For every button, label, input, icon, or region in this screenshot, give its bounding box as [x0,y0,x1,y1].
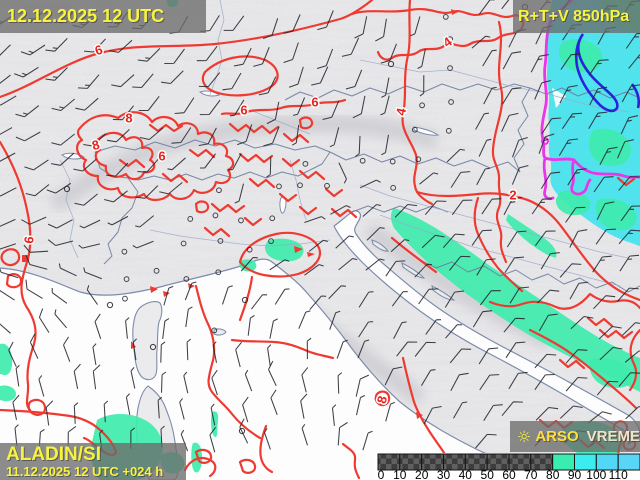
scale-tick-label: 70 [524,468,538,480]
contour-label: 2 [509,187,516,202]
brand-vreme: VREME [586,428,640,445]
temperature-contour-fills [22,9,458,419]
scale-tick-label: 50 [481,468,495,480]
model-banner: ALADIN/SI 11.12.2025 12 UTC +024 h [0,443,186,480]
scale-tick-label: 0 [378,468,385,480]
product-label: R+T+V 850hPa [518,7,630,25]
valid-time-label: 12.12.2025 12 UTC [7,6,165,26]
color-scale: 0 10 20 30 40 50 60 70 80 90 100 110 [377,453,640,480]
arso-vreme-logo: ARSO VREME [510,421,640,452]
scale-tick-labels: 0 10 20 30 40 50 60 70 80 90 100 110 [378,468,628,480]
contour-label: 6 [158,148,165,163]
sun-icon [518,430,530,443]
coastlines [0,210,640,480]
product-banner: R+T+V 850hPa [513,0,640,33]
contour-label: 6 [311,94,318,109]
contour-label: 8 [125,110,132,125]
brand-arso: ARSO [535,428,579,445]
scale-tick-label: 30 [437,468,451,480]
lakes [61,90,440,214]
scale-tick-label: 90 [568,468,582,480]
scale-tick-label: 110 [609,468,628,480]
scale-tick-label: 20 [415,468,429,480]
scale-tick-label: 40 [459,468,473,480]
contour-label: 6 [240,102,247,117]
model-run-label: 11.12.2025 12 UTC +024 h [6,463,164,479]
humidity-color-scale: 0 10 20 30 40 50 60 70 80 90 100 110 [375,453,640,480]
scale-tick-label: 100 [586,468,606,480]
valid-time-banner: 12.12.2025 12 UTC [0,0,206,33]
model-name: ALADIN/SI [6,443,101,465]
scale-tick-label: 60 [502,468,516,480]
scale-cells [377,453,640,471]
contour-label: 6 [21,236,37,245]
scale-tick-label: 10 [393,468,407,480]
scale-tick-label: 80 [546,468,560,480]
